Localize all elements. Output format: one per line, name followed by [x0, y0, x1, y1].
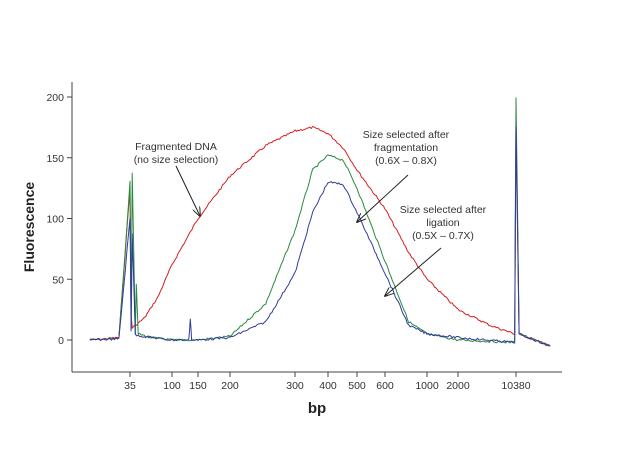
x-tick-label: 400	[319, 380, 337, 392]
x-axis-title: bp	[308, 400, 326, 417]
x-tick-label: 100	[163, 380, 181, 392]
y-tick-label: 150	[46, 153, 64, 165]
x-tick-label: 200	[221, 380, 239, 392]
series-line-2	[89, 97, 551, 347]
y-tick-label: 50	[52, 274, 64, 286]
y-tick-label: 0	[58, 335, 64, 347]
x-tick-label: 2000	[446, 380, 470, 392]
x-tick-label: 35	[124, 380, 136, 392]
y-axis-ticks: 0 50 100 150 200	[46, 92, 72, 347]
series-line-1	[89, 126, 551, 347]
series-line-3	[89, 126, 551, 347]
y-tick-label: 100	[46, 214, 64, 226]
annotation-arrow-3	[385, 247, 442, 296]
x-axis-ticks: 35 100 150 200 300 400 500 600 1000 2000 10380	[124, 372, 531, 392]
annotation-arrow-2	[357, 174, 409, 222]
annotation-2: Size selected after fragmentation (0.6X – …	[363, 129, 450, 167]
x-tick-label: 10380	[501, 380, 530, 392]
y-axis-title: Fluorescence	[21, 182, 37, 272]
axes	[71, 82, 562, 373]
annotation-layer: Fragmented DNA (no size selection) Size se…	[134, 129, 487, 296]
x-tick-label: 150	[189, 380, 207, 392]
annotation-arrow-1	[175, 165, 200, 216]
y-tick-label: 200	[46, 92, 64, 104]
x-tick-label: 1000	[415, 380, 439, 392]
annotation-1: Fragmented DNA (no size selection)	[134, 141, 219, 166]
annotation-3: Size selected after ligation (0.5X – 0.7X)	[400, 204, 487, 242]
series-layer	[89, 97, 551, 347]
x-tick-label: 300	[286, 380, 304, 392]
x-tick-label: 500	[348, 380, 366, 392]
x-tick-label: 600	[376, 380, 394, 392]
